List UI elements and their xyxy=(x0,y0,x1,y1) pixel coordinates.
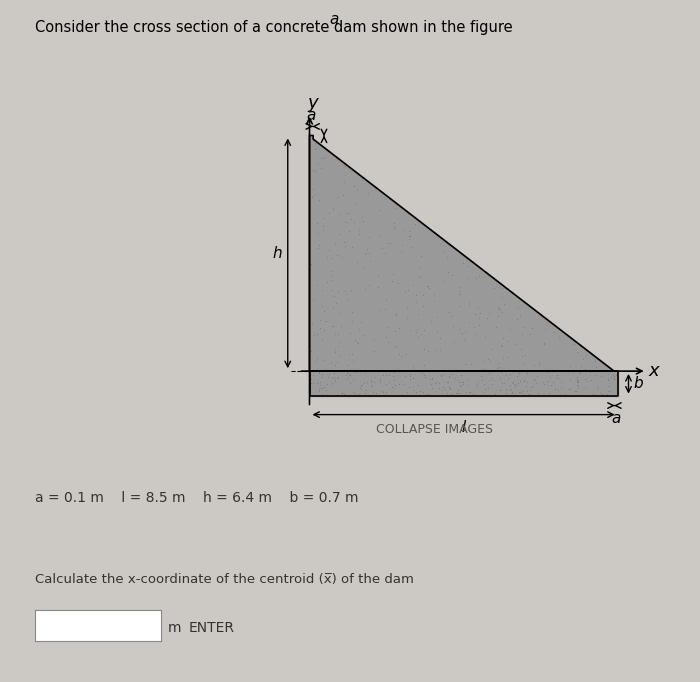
Text: h: h xyxy=(273,246,282,261)
Text: COLLAPSE IMAGES: COLLAPSE IMAGES xyxy=(375,423,493,436)
Text: Consider the cross section of a concrete dam shown in the figure: Consider the cross section of a concrete… xyxy=(35,20,512,35)
Text: l: l xyxy=(461,420,466,435)
Text: a: a xyxy=(307,108,316,123)
Polygon shape xyxy=(309,371,617,396)
Text: b: b xyxy=(634,376,643,391)
Text: m: m xyxy=(168,621,181,635)
Text: a: a xyxy=(330,12,339,27)
Text: Calculate the x-coordinate of the centroid (x̅) of the dam: Calculate the x-coordinate of the centro… xyxy=(35,573,414,586)
Text: a = 0.1 m    l = 8.5 m    h = 6.4 m    b = 0.7 m: a = 0.1 m l = 8.5 m h = 6.4 m b = 0.7 m xyxy=(35,491,358,505)
Text: a: a xyxy=(611,411,620,426)
Text: x: x xyxy=(648,362,659,380)
Polygon shape xyxy=(309,136,614,371)
Text: ENTER: ENTER xyxy=(189,621,235,635)
Text: y: y xyxy=(308,94,318,112)
